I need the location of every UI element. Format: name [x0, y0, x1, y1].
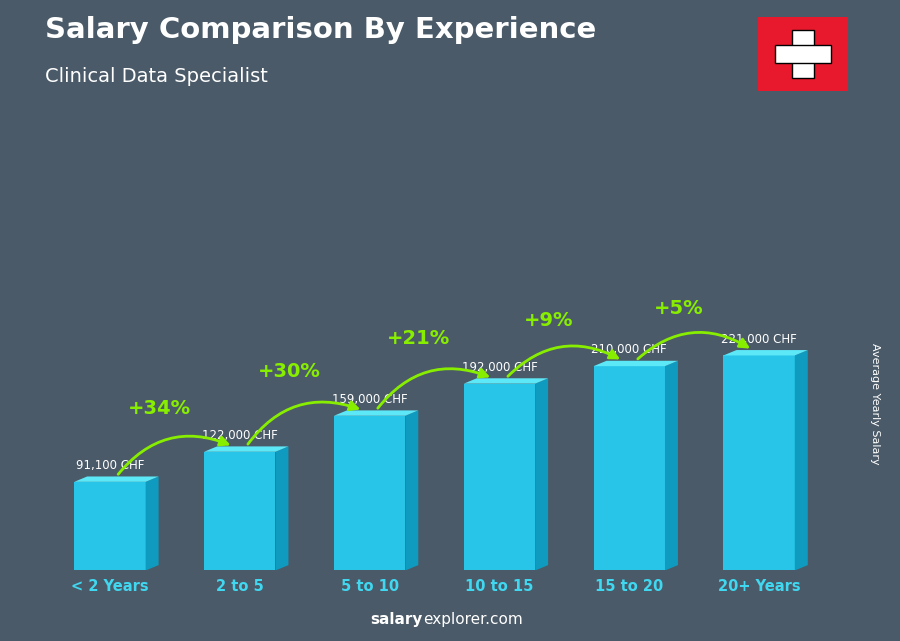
- Text: 221,000 CHF: 221,000 CHF: [721, 333, 797, 345]
- FancyBboxPatch shape: [792, 30, 814, 78]
- Polygon shape: [464, 378, 548, 384]
- Polygon shape: [74, 476, 158, 482]
- Text: 210,000 CHF: 210,000 CHF: [591, 344, 667, 356]
- Polygon shape: [204, 452, 275, 570]
- FancyBboxPatch shape: [775, 46, 831, 63]
- Polygon shape: [795, 350, 808, 570]
- Text: +34%: +34%: [128, 399, 191, 419]
- Polygon shape: [594, 361, 678, 366]
- Polygon shape: [536, 378, 548, 570]
- Text: Clinical Data Specialist: Clinical Data Specialist: [45, 67, 268, 87]
- Polygon shape: [405, 410, 418, 570]
- Text: +5%: +5%: [653, 299, 704, 318]
- Polygon shape: [334, 416, 405, 570]
- Polygon shape: [464, 384, 536, 570]
- Text: Salary Comparison By Experience: Salary Comparison By Experience: [45, 16, 596, 44]
- Text: +21%: +21%: [387, 329, 451, 348]
- Text: Average Yearly Salary: Average Yearly Salary: [869, 343, 880, 465]
- Polygon shape: [594, 366, 665, 570]
- Polygon shape: [146, 476, 158, 570]
- Polygon shape: [724, 356, 795, 570]
- Polygon shape: [665, 361, 678, 570]
- Polygon shape: [74, 482, 146, 570]
- Text: +9%: +9%: [524, 311, 573, 329]
- Polygon shape: [334, 410, 418, 416]
- Polygon shape: [724, 350, 808, 356]
- Text: 192,000 CHF: 192,000 CHF: [462, 361, 537, 374]
- Polygon shape: [204, 446, 288, 452]
- Text: +30%: +30%: [257, 362, 320, 381]
- Text: explorer.com: explorer.com: [423, 612, 523, 627]
- Text: 122,000 CHF: 122,000 CHF: [202, 429, 277, 442]
- Text: 159,000 CHF: 159,000 CHF: [332, 393, 408, 406]
- Text: 91,100 CHF: 91,100 CHF: [76, 459, 144, 472]
- Polygon shape: [275, 446, 288, 570]
- Text: salary: salary: [371, 612, 423, 627]
